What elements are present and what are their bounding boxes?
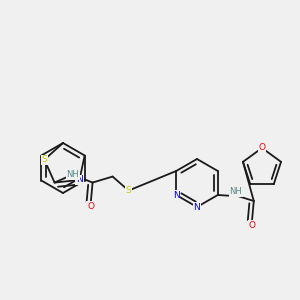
Text: N: N	[194, 202, 200, 211]
Text: S: S	[41, 155, 47, 164]
Text: NH: NH	[230, 188, 242, 196]
Text: S: S	[126, 186, 131, 195]
Text: O: O	[259, 143, 266, 152]
Text: NH: NH	[66, 170, 79, 179]
Text: N: N	[173, 190, 180, 200]
Text: O: O	[87, 202, 94, 211]
Text: N: N	[76, 176, 83, 184]
Text: O: O	[248, 220, 255, 230]
